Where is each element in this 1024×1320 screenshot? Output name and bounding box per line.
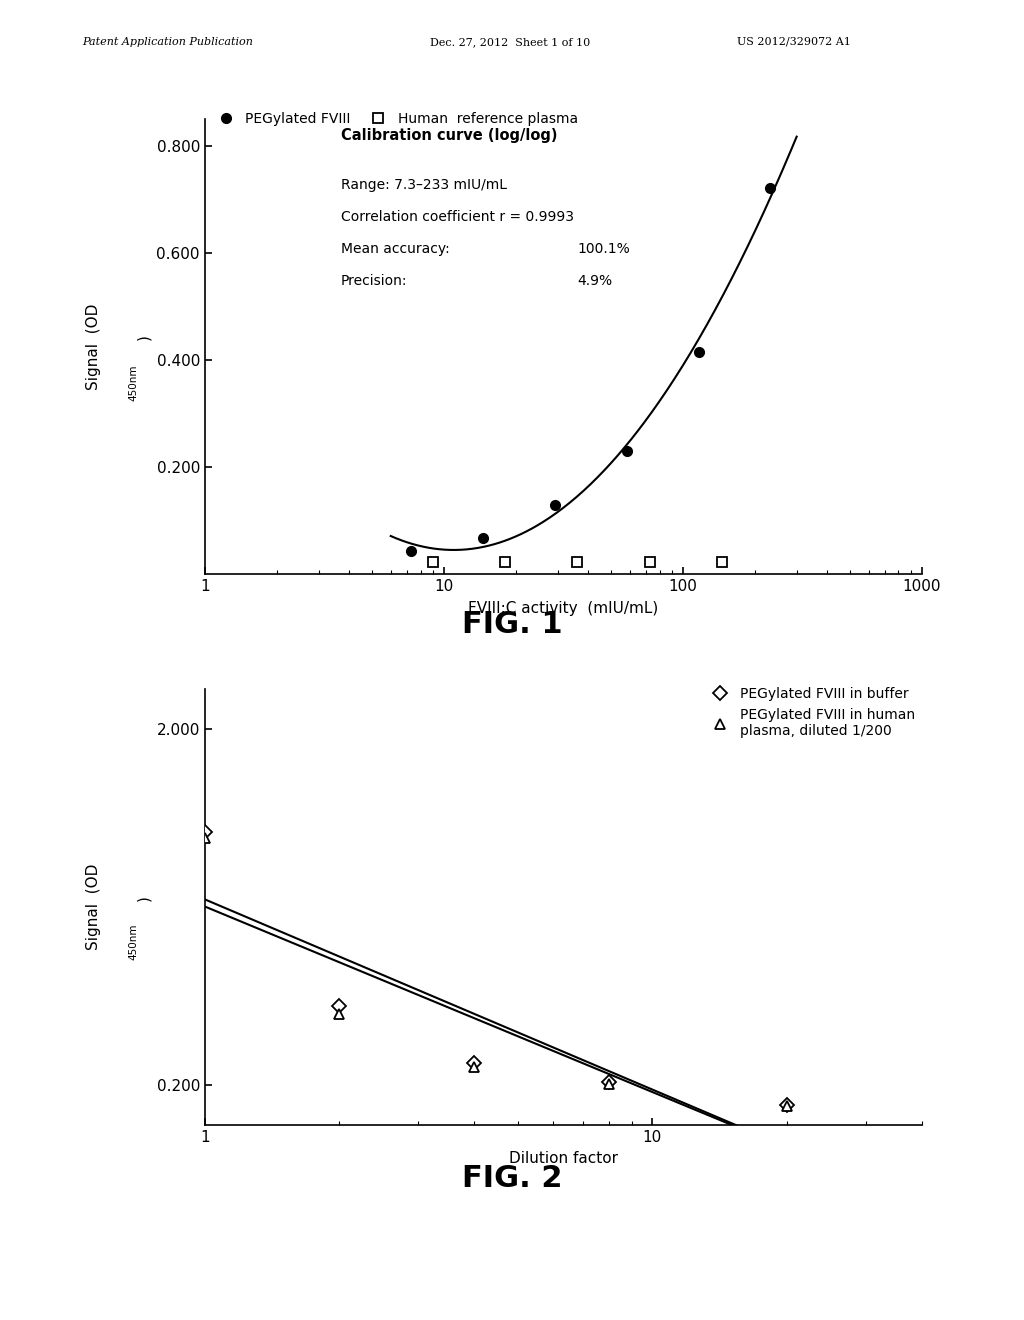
Text: FIG. 1: FIG. 1	[462, 610, 562, 639]
Legend: PEGylated FVIII, Human  reference plasma: PEGylated FVIII, Human reference plasma	[212, 112, 578, 127]
X-axis label: FVIII:C activity  (mIU/mL): FVIII:C activity (mIU/mL)	[468, 601, 658, 616]
Text: Dec. 27, 2012  Sheet 1 of 10: Dec. 27, 2012 Sheet 1 of 10	[430, 37, 590, 48]
Text: US 2012/329072 A1: US 2012/329072 A1	[737, 37, 851, 48]
Text: FIG. 2: FIG. 2	[462, 1164, 562, 1193]
Text: Calibration curve (log/log): Calibration curve (log/log)	[341, 128, 557, 143]
Text: Range: 7.3–233 mIU/mL: Range: 7.3–233 mIU/mL	[341, 178, 507, 191]
Text: ): )	[136, 334, 152, 341]
Text: Signal  (OD: Signal (OD	[86, 863, 101, 950]
X-axis label: Dilution factor: Dilution factor	[509, 1151, 617, 1167]
Text: 100.1%: 100.1%	[578, 242, 631, 256]
Text: Correlation coefficient r = 0.9993: Correlation coefficient r = 0.9993	[341, 210, 574, 224]
Text: 4.9%: 4.9%	[578, 273, 612, 288]
Text: Patent Application Publication: Patent Application Publication	[82, 37, 253, 48]
Text: Signal  (OD: Signal (OD	[86, 304, 101, 389]
Text: 450nm: 450nm	[128, 364, 138, 401]
Text: 450nm: 450nm	[128, 924, 138, 960]
Text: ): )	[136, 895, 152, 902]
Text: Precision:: Precision:	[341, 273, 408, 288]
Text: Mean accuracy:: Mean accuracy:	[341, 242, 450, 256]
Legend: PEGylated FVIII in buffer, PEGylated FVIII in human
plasma, diluted 1/200: PEGylated FVIII in buffer, PEGylated FVI…	[707, 688, 914, 738]
